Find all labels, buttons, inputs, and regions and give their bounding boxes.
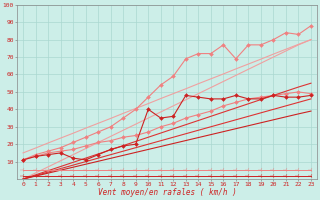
X-axis label: Vent moyen/en rafales ( km/h ): Vent moyen/en rafales ( km/h ) [98,188,236,197]
